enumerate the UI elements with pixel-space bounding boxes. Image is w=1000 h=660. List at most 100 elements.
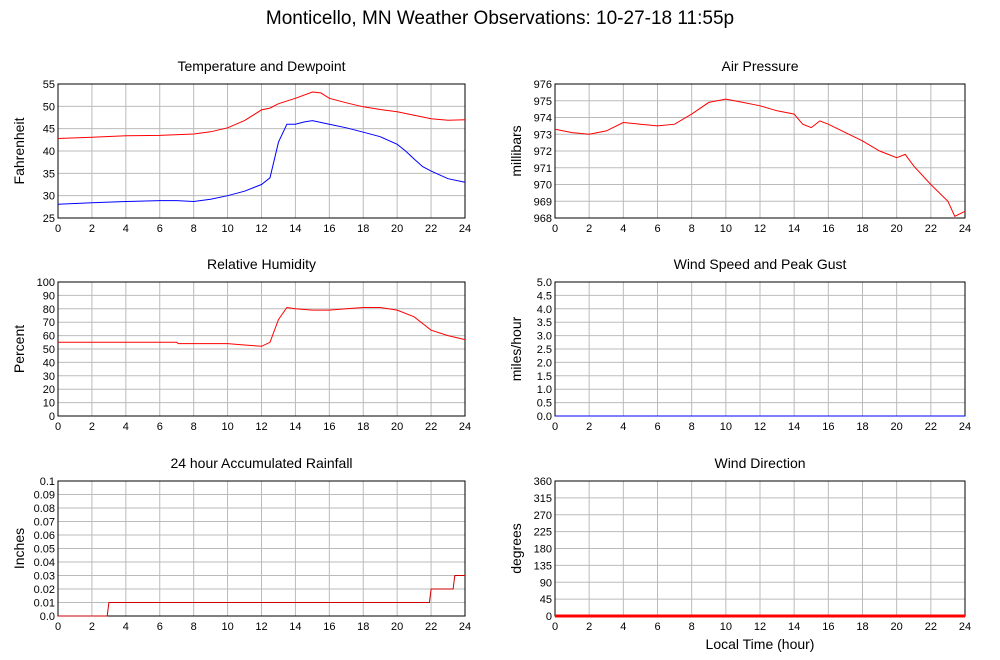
y-tick-label: 5.0 bbox=[537, 277, 552, 289]
y-tick-label: 90 bbox=[540, 577, 552, 589]
x-tick-label: 18 bbox=[856, 421, 868, 433]
y-tick-label: 40 bbox=[43, 146, 55, 158]
series-line-0 bbox=[554, 98, 966, 217]
y-tick-label: 968 bbox=[534, 213, 552, 225]
y-tick-label: 0.09 bbox=[34, 490, 55, 502]
x-tick-label: 4 bbox=[620, 223, 626, 235]
x-tick-label: 16 bbox=[323, 223, 335, 235]
y-tick-label: 0 bbox=[49, 411, 55, 423]
x-tick-label: 14 bbox=[289, 223, 301, 235]
y-tick-label: 0.01 bbox=[34, 598, 55, 610]
y-tick-label: 2.5 bbox=[537, 344, 552, 356]
y-tick-label: 976 bbox=[534, 79, 552, 91]
y-tick-label: 70 bbox=[43, 317, 55, 329]
x-tick-label: 12 bbox=[255, 421, 267, 433]
y-tick-label: 90 bbox=[43, 290, 55, 302]
x-tick-label: 6 bbox=[654, 223, 660, 235]
x-tick-label: 2 bbox=[89, 621, 95, 633]
x-tick-label: 20 bbox=[891, 223, 903, 235]
x-tick-label: 14 bbox=[289, 621, 301, 633]
x-tick-label: 20 bbox=[391, 421, 403, 433]
x-tick-label: 24 bbox=[959, 223, 971, 235]
y-tick-label: 180 bbox=[534, 544, 552, 556]
y-tick-label: 0.08 bbox=[34, 503, 55, 515]
y-tick-label: 20 bbox=[43, 384, 55, 396]
x-tick-label: 6 bbox=[157, 621, 163, 633]
y-tick-label: 1.0 bbox=[537, 384, 552, 396]
x-tick-label: 14 bbox=[788, 621, 800, 633]
y-tick-label: 50 bbox=[43, 344, 55, 356]
x-tick-label: 12 bbox=[754, 421, 766, 433]
x-tick-label: 2 bbox=[89, 421, 95, 433]
plot-frame bbox=[57, 281, 466, 417]
chart-title: Wind Speed and Peak Gust bbox=[674, 256, 847, 272]
x-tick-label: 24 bbox=[459, 621, 471, 633]
x-tick-label: 18 bbox=[357, 421, 369, 433]
y-axis-label: Inches bbox=[11, 528, 27, 569]
y-tick-label: 3.5 bbox=[537, 317, 552, 329]
x-tick-label: 24 bbox=[459, 421, 471, 433]
x-tick-label: 6 bbox=[654, 421, 660, 433]
chart-title: Wind Direction bbox=[714, 455, 805, 471]
y-tick-label: 0.03 bbox=[34, 571, 55, 583]
x-tick-label: 6 bbox=[157, 421, 163, 433]
x-tick-label: 10 bbox=[221, 223, 233, 235]
x-tick-label: 6 bbox=[654, 621, 660, 633]
x-tick-label: 4 bbox=[123, 621, 129, 633]
y-tick-label: 55 bbox=[43, 79, 55, 91]
y-tick-label: 80 bbox=[43, 304, 55, 316]
y-tick-label: 972 bbox=[534, 146, 552, 158]
y-tick-label: 0.07 bbox=[34, 517, 55, 529]
y-tick-label: 973 bbox=[534, 129, 552, 141]
x-tick-label: 4 bbox=[123, 421, 129, 433]
x-tick-label: 16 bbox=[822, 421, 834, 433]
x-tick-label: 2 bbox=[586, 421, 592, 433]
y-tick-label: 0.04 bbox=[34, 557, 55, 569]
x-tick-label: 10 bbox=[221, 621, 233, 633]
y-tick-label: 975 bbox=[534, 96, 552, 108]
x-tick-label: 0 bbox=[55, 223, 61, 235]
chart-title: Air Pressure bbox=[721, 58, 798, 74]
y-tick-label: 0.0 bbox=[40, 611, 55, 623]
y-tick-label: 35 bbox=[43, 168, 55, 180]
y-tick-label: 315 bbox=[534, 493, 552, 505]
x-tick-label: 22 bbox=[925, 421, 937, 433]
chart-title: 24 hour Accumulated Rainfall bbox=[170, 455, 352, 471]
y-tick-label: 60 bbox=[43, 331, 55, 343]
x-tick-label: 8 bbox=[191, 223, 197, 235]
y-tick-label: 1.5 bbox=[537, 371, 552, 383]
x-tick-label: 16 bbox=[323, 621, 335, 633]
series-line-1 bbox=[57, 120, 466, 205]
x-tick-label: 14 bbox=[788, 223, 800, 235]
x-tick-label: 10 bbox=[720, 223, 732, 235]
y-tick-label: 970 bbox=[534, 180, 552, 192]
y-tick-label: 974 bbox=[534, 113, 552, 125]
x-tick-label: 22 bbox=[425, 223, 437, 235]
x-tick-label: 8 bbox=[191, 621, 197, 633]
y-tick-label: 45 bbox=[540, 594, 552, 606]
y-tick-label: 3.0 bbox=[537, 331, 552, 343]
y-tick-label: 135 bbox=[534, 560, 552, 572]
y-tick-label: 0 bbox=[546, 611, 552, 623]
x-tick-label: 12 bbox=[255, 621, 267, 633]
y-tick-label: 0.0 bbox=[537, 411, 552, 423]
series-line-0 bbox=[57, 91, 466, 139]
x-tick-label: 20 bbox=[891, 421, 903, 433]
y-tick-label: 100 bbox=[37, 277, 55, 289]
figure-title: Monticello, MN Weather Observations: 10-… bbox=[265, 8, 735, 29]
x-tick-label: 0 bbox=[55, 421, 61, 433]
y-axis-label: Fahrenheit bbox=[11, 117, 27, 184]
y-tick-label: 0.05 bbox=[34, 544, 55, 556]
x-tick-label: 4 bbox=[620, 621, 626, 633]
y-tick-label: 30 bbox=[43, 371, 55, 383]
x-tick-label: 16 bbox=[822, 621, 834, 633]
y-axis-label: millibars bbox=[508, 125, 524, 176]
y-tick-label: 0.5 bbox=[537, 398, 552, 410]
x-tick-label: 14 bbox=[788, 421, 800, 433]
series-line-0 bbox=[58, 306, 466, 347]
x-tick-label: 8 bbox=[689, 223, 695, 235]
